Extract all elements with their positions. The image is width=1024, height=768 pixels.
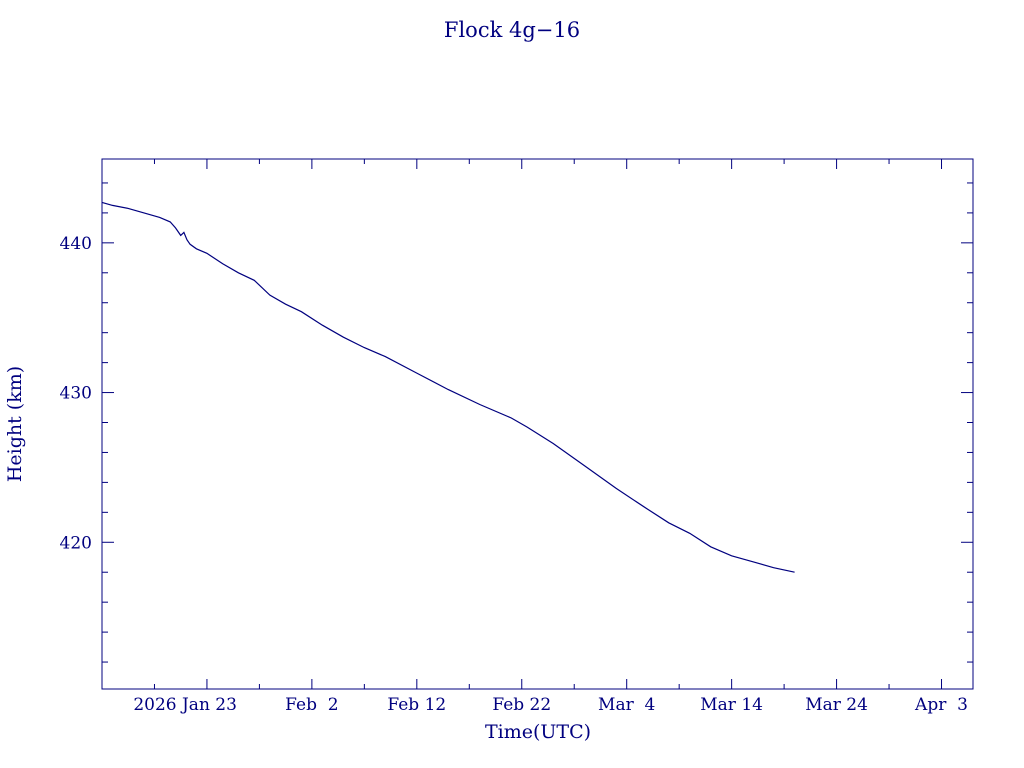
y-tick-labels: 420 430 440 — [60, 234, 92, 553]
y-tick-label: 440 — [60, 234, 92, 254]
y-tick-label: 430 — [60, 384, 92, 404]
x-tick-label: Feb 22 — [492, 695, 551, 715]
x-tick-label: Apr 3 — [914, 695, 968, 715]
x-axis-label: Time(UTC) — [485, 721, 591, 743]
x-tick-label: Feb 2 — [285, 695, 338, 715]
axis-ticks — [101, 159, 973, 689]
height-series-line — [101, 201, 795, 573]
plot-frame — [101, 158, 974, 690]
x-tick-label: Feb 12 — [387, 695, 446, 715]
x-tick-label: Mar 4 — [598, 695, 655, 715]
x-tick-label: Mar 24 — [805, 695, 868, 715]
chart-title: Flock 4g−16 — [444, 18, 580, 42]
x-tick-label: 2026 Jan 23 — [133, 695, 237, 715]
y-axis-label: Height (km) — [4, 366, 26, 482]
x-tick-labels: 2026 Jan 23 Feb 2 Feb 12 Feb 22 Mar 4 Mar 14 M… — [133, 695, 968, 715]
y-tick-label: 420 — [60, 533, 92, 553]
x-tick-label: Mar 14 — [700, 695, 763, 715]
